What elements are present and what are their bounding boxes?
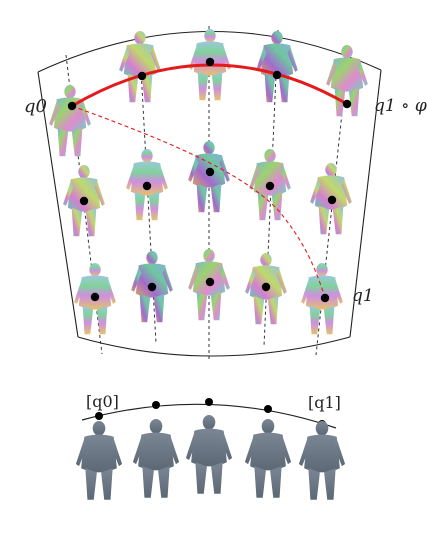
grid-points [67,57,352,303]
body-shape-r1-c5 [326,45,368,117]
body-shape-r2-c4 [249,149,291,221]
body-shape-r2-c5 [310,163,352,235]
grid-point-6 [79,196,89,206]
grid-point-8 [205,167,215,177]
gray-shape-3 [185,414,233,494]
body-shape-r1-c2 [119,31,161,103]
straight-geodesic-dashed [71,105,326,299]
grid-point-11 [90,292,100,302]
body-shape-r2-c1 [63,165,105,237]
quotient-point-3 [205,398,213,406]
body-shape-r3-c1 [74,263,116,335]
body-shape-r3-c5 [301,263,343,335]
bottom-gray-shapes [75,414,346,500]
grid-point-10 [327,195,337,205]
frame-bottom-arc [77,336,351,357]
body-shape-r2-c2 [126,149,168,221]
body-shape-r1-c1 [49,85,91,157]
label-q0: q0 [24,96,47,117]
gray-shape-5 [298,420,346,500]
frame-left-edge [37,71,79,338]
label-q1-circ-phi: q1 ∘ φ [374,96,427,116]
label-bracket-q0: [q0] [86,392,119,411]
body-shape-r1-c4 [256,31,298,103]
gray-shape-2 [132,418,180,498]
body-shape-r3-c4 [245,253,287,325]
grid-point-1 [67,101,77,111]
grid-point-13 [205,277,215,287]
grid-point-9 [265,181,275,191]
grid-point-7 [142,181,152,191]
frame-right-edge [349,69,382,338]
grid-point-4 [272,70,282,80]
gray-shape-4 [244,418,292,498]
label-bracket-q1: [q1] [308,393,341,412]
grid-point-12 [147,282,157,292]
grid-point-15 [320,293,330,303]
quotient-point-1 [95,412,103,420]
body-shape-r3-c2 [131,251,173,323]
body-shapes [49,29,368,335]
grid-point-3 [205,57,215,67]
label-q1: q1 [352,286,374,306]
gray-shape-1 [75,420,123,500]
grid-point-14 [261,282,271,292]
grid-point-5 [342,99,352,109]
quotient-point-4 [264,405,272,413]
quotient-point-2 [152,401,160,409]
grid-point-2 [137,71,147,81]
